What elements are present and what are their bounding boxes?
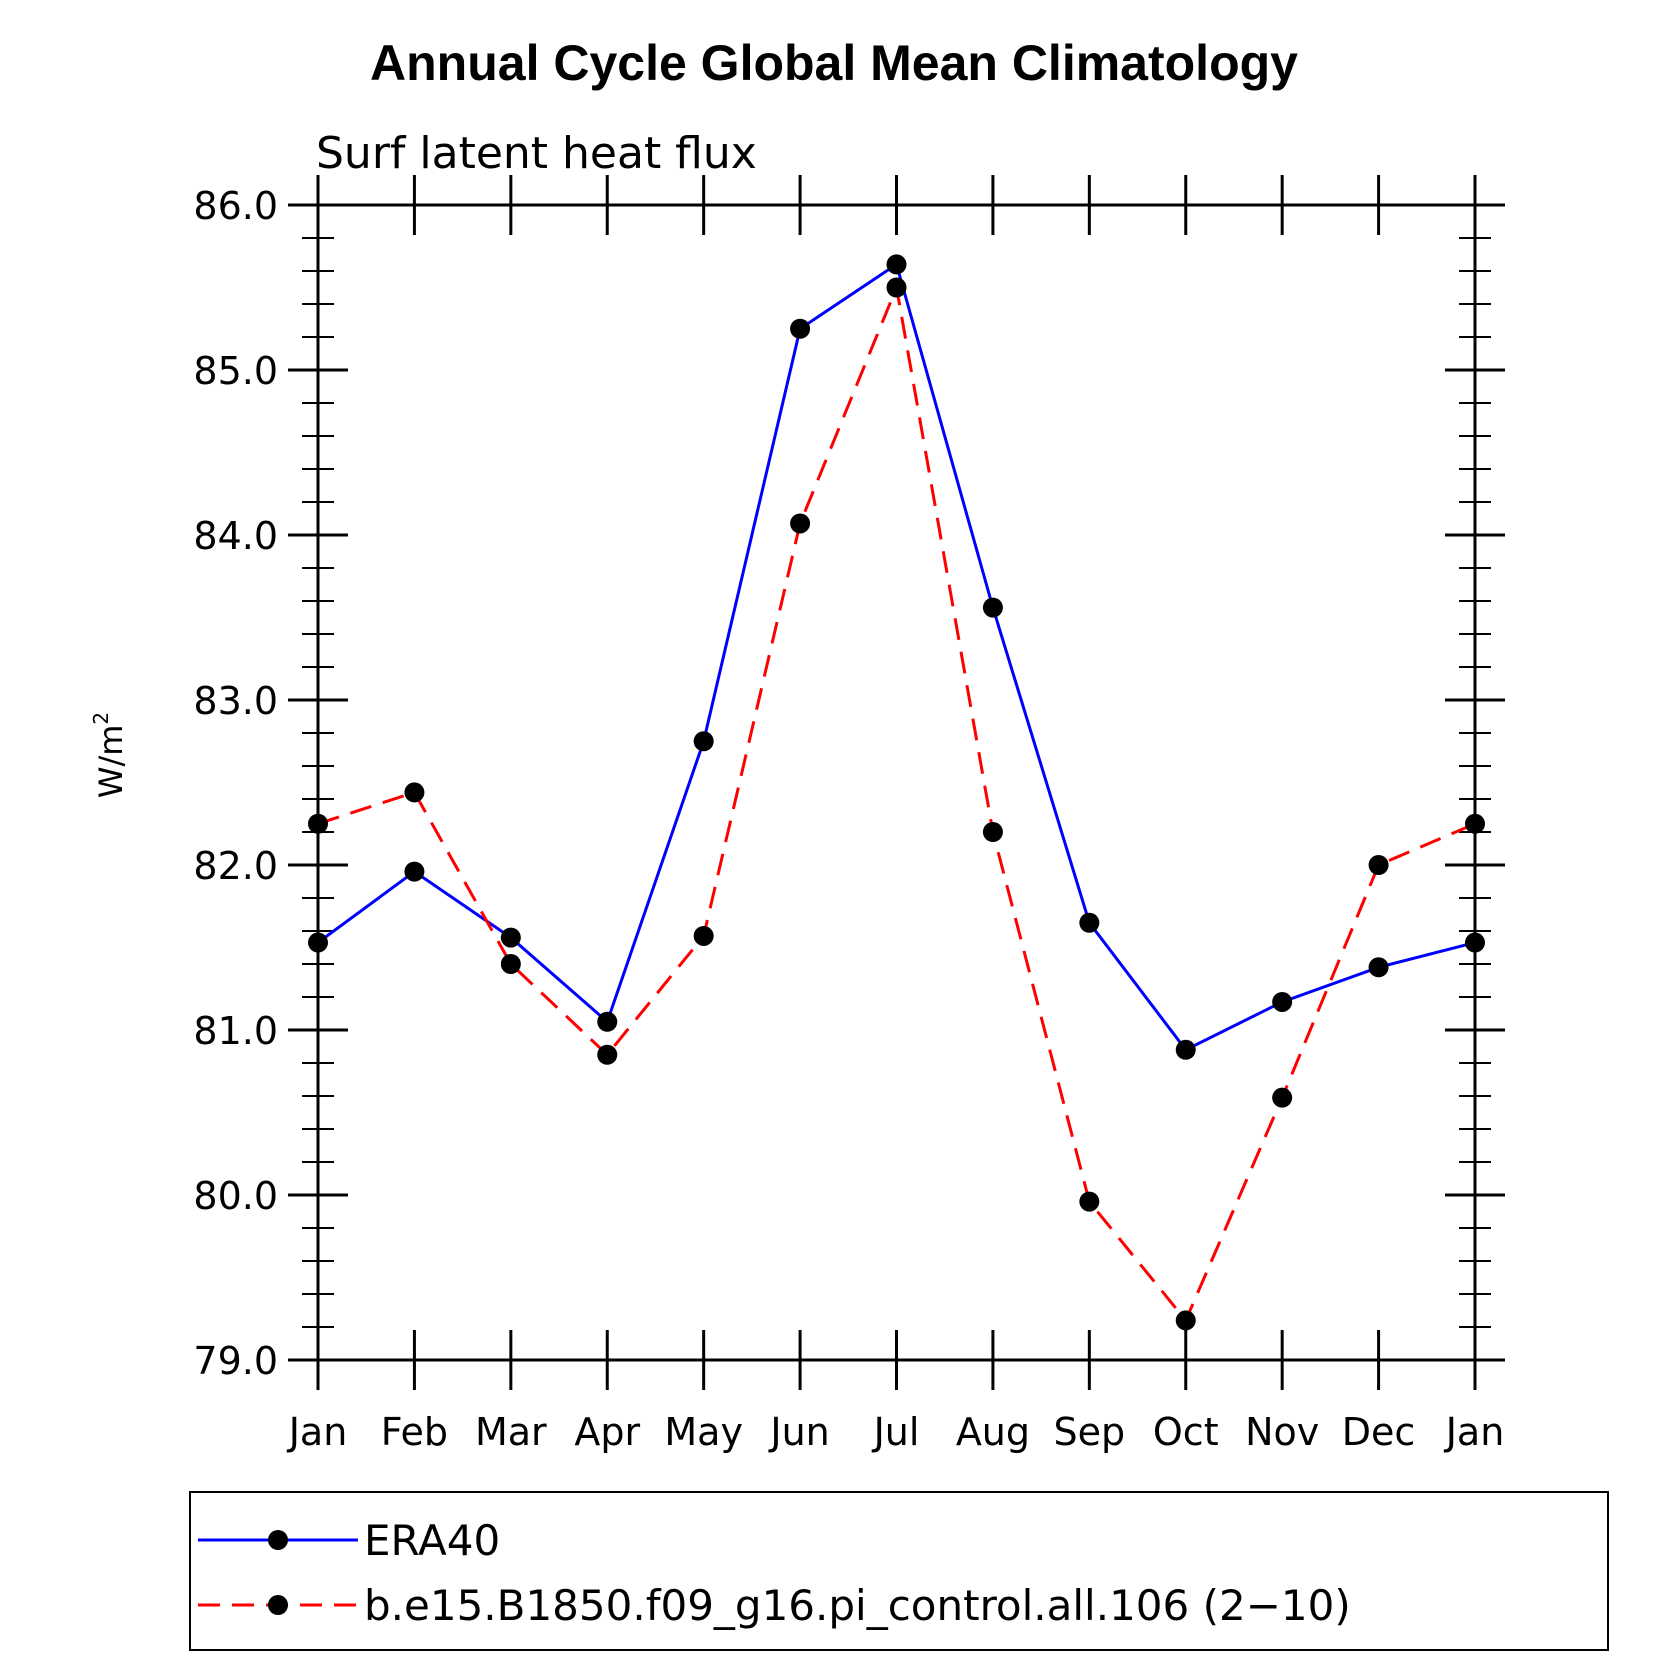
legend-box	[189, 1491, 1609, 1651]
x-tick-label: Jan	[1444, 1410, 1505, 1454]
data-point-series-2	[500, 954, 521, 974]
legend: ERA40 b.e15.B1850.f09_g16.pi_control.all.…	[189, 1491, 1609, 1651]
data-point-series-2	[886, 277, 907, 298]
legend-label-series-1: ERA40	[364, 1516, 500, 1565]
data-point-series-2	[1465, 813, 1485, 834]
series-line-1	[317, 262, 1476, 1052]
x-tick-label: Feb	[381, 1410, 448, 1454]
y-tick-label: 81.0	[193, 1009, 278, 1053]
data-point-series-2	[404, 782, 425, 803]
x-tick-label: Jun	[768, 1410, 829, 1454]
series-markers	[308, 254, 1485, 1331]
y-tick-label: 83.0	[193, 679, 278, 723]
data-point-series-1	[1175, 1039, 1196, 1060]
legend-label-series-2: b.e15.B1850.f09_g16.pi_control.all.106 (…	[364, 1581, 1351, 1630]
data-point-series-1	[597, 1011, 618, 1032]
y-tick-label: 79.0	[193, 1339, 278, 1383]
x-tick-label: Aug	[956, 1410, 1030, 1454]
y-axis-label-text: W/m	[92, 725, 130, 799]
data-point-series-2	[1272, 1087, 1293, 1108]
y-axis-label: W/m2	[89, 712, 130, 798]
data-point-series-2	[982, 822, 1003, 842]
data-point-series-1	[982, 597, 1003, 618]
x-tick-label: Mar	[475, 1410, 547, 1454]
data-point-series-1	[1465, 932, 1485, 953]
series-line-2	[317, 282, 1476, 1324]
data-point-series-1	[1272, 991, 1293, 1012]
y-tick-label: 85.0	[193, 349, 278, 393]
data-point-series-2	[1368, 855, 1389, 875]
data-point-series-1	[1079, 912, 1100, 933]
axis-ticks	[288, 175, 1505, 1390]
y-axis-label-superscript: 2	[89, 712, 113, 725]
x-tick-label: May	[664, 1410, 743, 1454]
x-tick-label: Oct	[1153, 1410, 1219, 1454]
legend-marker-series-2	[268, 1595, 288, 1615]
data-point-series-1	[404, 861, 425, 882]
data-point-series-2	[308, 813, 328, 834]
legend-marker-series-1	[268, 1530, 288, 1550]
plot-frame	[316, 203, 1477, 1362]
data-point-series-2	[790, 513, 811, 534]
data-point-series-1	[500, 927, 521, 948]
data-point-series-2	[597, 1044, 618, 1065]
series-lines	[317, 262, 1476, 1324]
data-point-series-1	[886, 254, 907, 275]
data-point-series-2	[1079, 1191, 1100, 1212]
svg-text:W/m2: W/m2	[89, 712, 130, 798]
y-tick-label: 80.0	[193, 1174, 278, 1218]
y-tick-label: 84.0	[193, 514, 278, 558]
x-tick-label: Apr	[574, 1410, 640, 1454]
y-tick-label: 86.0	[193, 184, 278, 228]
x-tick-label: Sep	[1054, 1410, 1126, 1454]
chart-subtitle: Surf latent heat flux	[316, 128, 757, 179]
data-point-series-2	[1175, 1310, 1196, 1331]
x-tick-label: Jan	[287, 1410, 348, 1454]
chart-title: Annual Cycle Global Mean Climatology	[370, 35, 1298, 91]
axis-tick-labels: Jan Feb Mar Apr May Jun Jul Aug Sep Oct Nov Dec Jan7…	[193, 184, 1504, 1454]
x-tick-label: Dec	[1342, 1410, 1416, 1454]
data-point-series-1	[308, 932, 328, 953]
axes	[316, 203, 1477, 1362]
data-point-series-1	[1368, 957, 1389, 978]
data-point-series-1	[693, 731, 714, 752]
x-tick-label: Jul	[872, 1410, 920, 1454]
data-point-series-2	[693, 925, 714, 946]
x-tick-label: Nov	[1245, 1410, 1319, 1454]
y-tick-label: 82.0	[193, 844, 278, 888]
data-point-series-1	[790, 318, 811, 339]
